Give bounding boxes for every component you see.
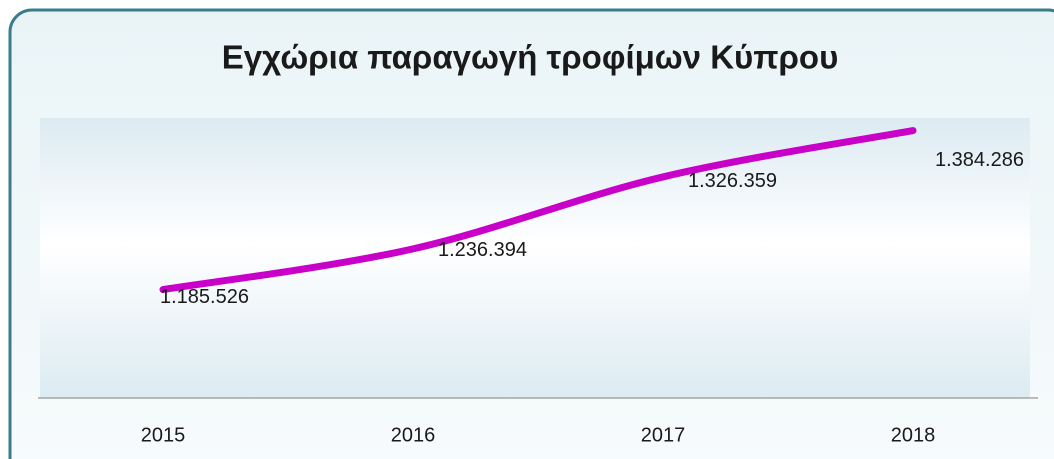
data-label: 1.326.359 (688, 170, 777, 192)
plot-area (40, 118, 1030, 398)
x-tick-label: 2016 (391, 424, 436, 446)
x-tick-label: 2015 (141, 424, 186, 446)
data-line (159, 127, 917, 294)
data-label: 1.185.526 (160, 286, 249, 308)
data-label: 1.236.394 (438, 239, 527, 261)
x-tick-label: 2018 (891, 424, 936, 446)
data-label: 1.384.286 (935, 149, 1024, 171)
x-tick-label: 2017 (641, 424, 686, 446)
chart-title: Εγχώρια παραγωγή τροφίμων Κύπρου (222, 39, 839, 76)
